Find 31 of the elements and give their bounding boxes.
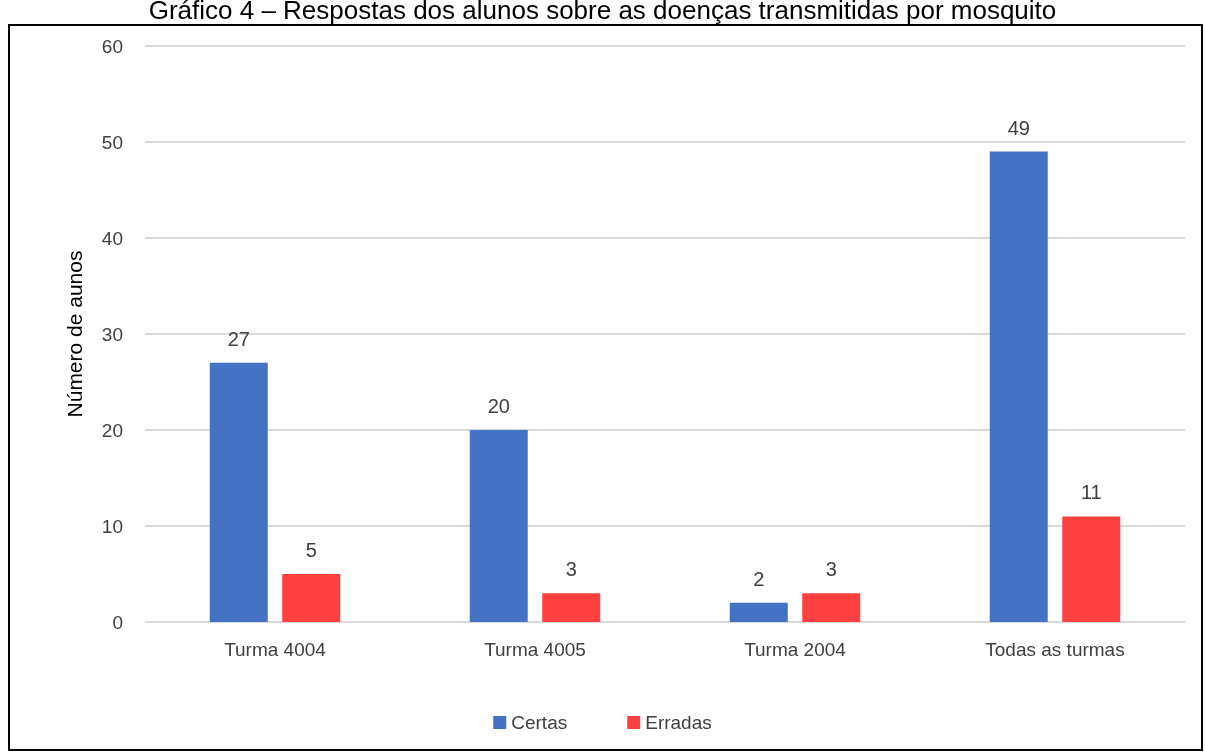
bar — [542, 593, 601, 622]
data-label: 11 — [1080, 481, 1102, 504]
chart-title: Gráfico 4 – Respostas dos alunos sobre as doenças transmitidas por mosquito — [148, 0, 1057, 25]
bar — [469, 430, 528, 622]
y-tick-label: 30 — [101, 323, 123, 345]
bar — [989, 151, 1048, 622]
data-label: 3 — [565, 558, 577, 581]
y-tick-label: 50 — [101, 131, 123, 153]
x-tick-label: Todas as turmas — [985, 639, 1125, 660]
legend-label: Erradas — [645, 712, 712, 733]
x-tick-label: Turma 4005 — [484, 639, 586, 660]
y-tick-label: 40 — [101, 227, 123, 249]
data-label: 20 — [487, 395, 510, 417]
data-label: 49 — [1007, 116, 1030, 139]
bar — [1062, 516, 1121, 622]
x-tick-label: Turma 4004 — [224, 639, 327, 660]
data-label: 27 — [227, 327, 250, 350]
legend-label: Certas — [511, 712, 568, 733]
y-tick-label: 10 — [101, 515, 123, 537]
x-tick-label: Turma 2004 — [744, 639, 847, 660]
bar — [209, 362, 268, 622]
bar — [729, 602, 788, 622]
y-tick-label: 60 — [101, 35, 123, 57]
y-axis-title: Número de aunos — [63, 250, 86, 418]
bar — [282, 574, 341, 622]
y-tick-label: 0 — [112, 611, 123, 633]
data-label: 2 — [753, 567, 765, 590]
bar — [802, 593, 861, 622]
data-label: 3 — [825, 558, 837, 581]
y-tick-label: 20 — [101, 419, 123, 441]
data-label: 5 — [305, 539, 317, 561]
